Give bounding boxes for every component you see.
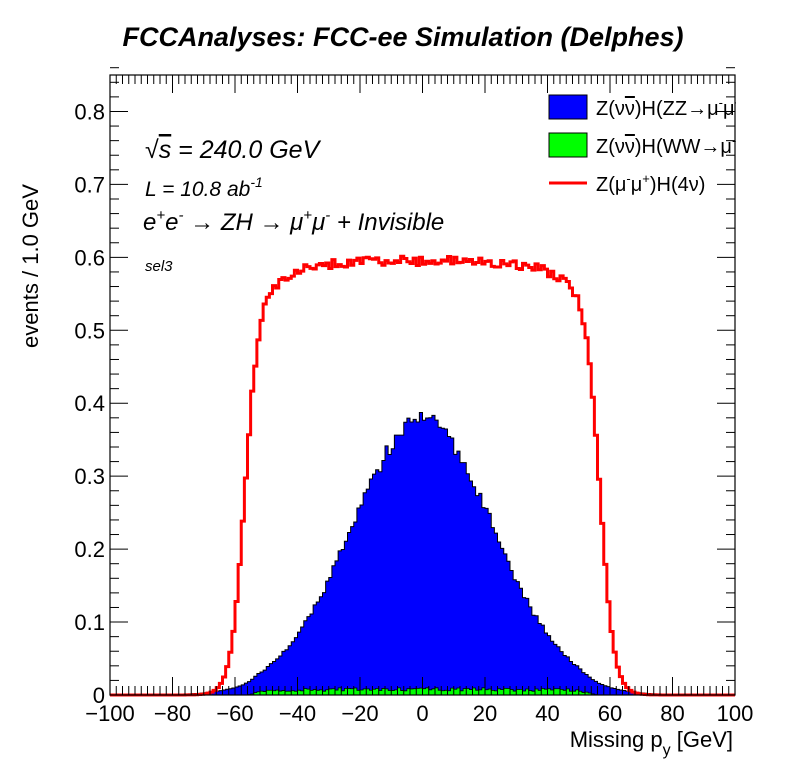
y-tick-label: 0.7 — [74, 172, 105, 197]
x-tick-label: 20 — [473, 701, 497, 726]
legend-label-4nu: Z(μ-μ+)H(4ν) — [596, 171, 705, 196]
x-tick-label: 60 — [598, 701, 622, 726]
x-tick-label: −100 — [85, 701, 135, 726]
x-tick-label: −20 — [341, 701, 378, 726]
x-tick-label: −80 — [154, 701, 191, 726]
x-tick-label: −40 — [279, 701, 316, 726]
annotation-selection: sel3 — [145, 258, 173, 275]
legend-label-zz: Z(νν)H(ZZ→μ-μ+νν) — [596, 95, 769, 120]
y-tick-label: 0 — [93, 683, 105, 708]
annotation-luminosity: L = 10.8 ab-1 — [145, 174, 263, 201]
chart-title: FCCAnalyses: FCC-ee Simulation (Delphes) — [122, 22, 683, 52]
x-tick-label: 100 — [717, 701, 754, 726]
annotation-process: e+e- → ZH → μ+μ- + Invisible — [143, 207, 444, 236]
x-axis-label: Missing py [GeV] — [570, 727, 733, 759]
axis-ticks: −100 −80 −60 −40 −20 0 20 40 60 80 100 0 0.1 0.2 0.3 0.… — [74, 67, 754, 726]
legend-swatch-ww — [548, 132, 588, 158]
x-tick-label: −60 — [216, 701, 253, 726]
y-tick-label: 0.5 — [74, 318, 105, 343]
x-tick-label: 0 — [416, 701, 428, 726]
y-tick-label: 0.3 — [74, 464, 105, 489]
y-axis-label: events / 1.0 GeV — [18, 184, 43, 348]
y-tick-label: 0.4 — [74, 391, 105, 416]
y-tick-label: 0.8 — [74, 99, 105, 124]
series-4nu-line — [110, 254, 735, 697]
y-tick-label: 0.1 — [74, 610, 105, 635]
plot-area — [110, 254, 735, 697]
y-tick-label: 0.2 — [74, 537, 105, 562]
legend-swatch-zz — [548, 94, 588, 120]
annotation-block: √s = 240.0 GeV L = 10.8 ab-1 e+e- → ZH →… — [143, 136, 444, 275]
legend: Z(νν)H(ZZ→μ-μ+νν) Z(νν)H(WW→μ-νμ+ν) Z(μ-… — [548, 94, 782, 196]
annotation-sqrt-s: √s = 240.0 GeV — [145, 136, 322, 164]
y-tick-label: 0.6 — [74, 245, 105, 270]
x-tick-label: 40 — [535, 701, 559, 726]
legend-label-ww: Z(νν)H(WW→μ-νμ+ν) — [596, 133, 782, 158]
series-zz-fill — [110, 411, 735, 696]
x-tick-label: 80 — [660, 701, 684, 726]
